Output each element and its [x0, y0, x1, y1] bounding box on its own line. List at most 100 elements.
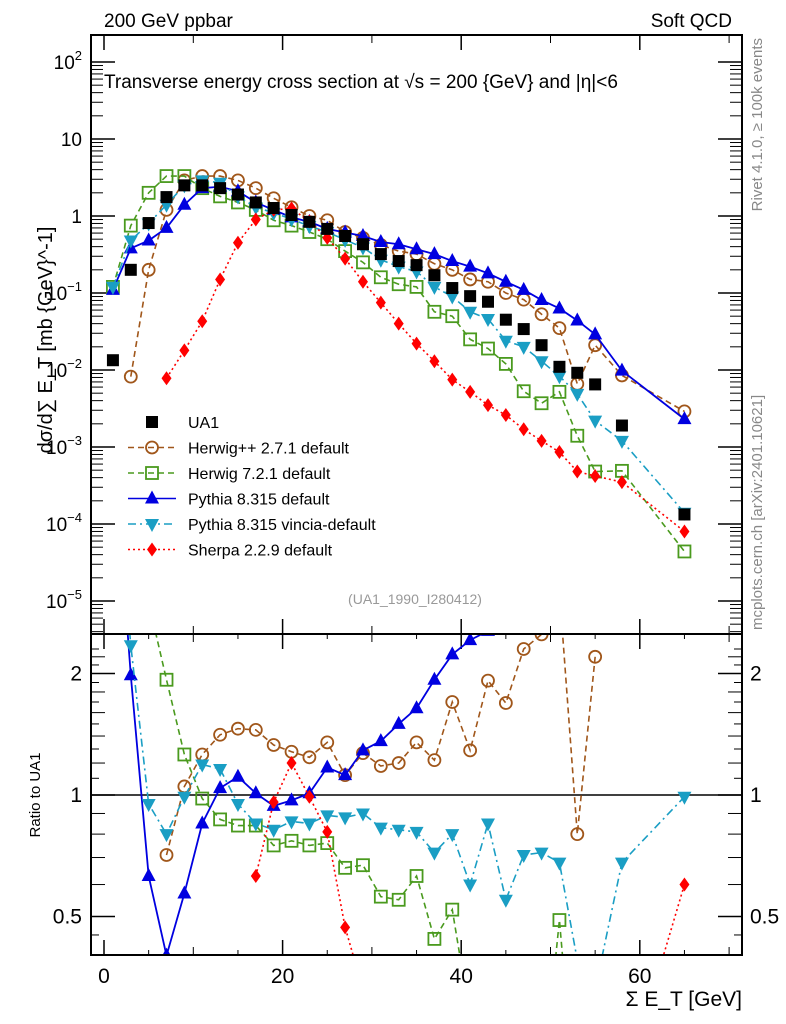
ratio-point-pythia-8-315-vincia-default [320, 810, 335, 824]
main-point-ua1 [428, 269, 441, 282]
ratio-point-sherpa-2-2-9-default [250, 868, 261, 883]
ratio-point-pythia-8-315-default [123, 667, 138, 681]
ratio-point-herwig-2-7-1-default [427, 753, 442, 768]
ratio-point-herwig-7-2-1-default [177, 747, 192, 762]
ratio-point-pythia-8-315-vincia-default [284, 816, 299, 830]
main-point-pythia-8-315-vincia-default [498, 335, 513, 349]
ratio-line-sherpa-2-2-9-default [255, 761, 686, 954]
main-point-herwig-7-2-1-default [552, 384, 567, 399]
ratio-point-herwig-2-7-1-default [534, 635, 549, 642]
ratio-point-pythia-8-315-default [230, 768, 245, 782]
main-point-herwig-2-7-1-default [463, 272, 478, 287]
ratio-point-herwig-7-2-1-default [445, 902, 460, 917]
main-point-pythia-8-315-vincia-default [534, 356, 549, 370]
ratio-y-tick-label-right: 1 [750, 784, 762, 807]
main-point-sherpa-2-2-9-default [590, 469, 601, 484]
main-point-ua1 [267, 202, 280, 215]
ratio-point-herwig-7-2-1-default [195, 791, 210, 806]
main-point-ua1 [339, 229, 352, 242]
ratio-point-sherpa-2-2-9-default [286, 756, 297, 771]
ratio-point-herwig-2-7-1-default [498, 696, 513, 710]
ratio-point-pythia-8-315-vincia-default [302, 818, 317, 832]
ratio-point-herwig-7-2-1-default [266, 838, 281, 853]
main-point-herwig-7-2-1-default [481, 341, 495, 356]
main-point-ua1 [464, 290, 477, 303]
main-point-pythia-8-315-default [141, 232, 156, 246]
main-point-herwig-7-2-1-default [409, 280, 424, 294]
ratio-point-pythia-8-315-vincia-default [141, 798, 156, 812]
ratio-point-pythia-8-315-vincia-default [338, 812, 353, 826]
main-point-sherpa-2-2-9-default [179, 343, 190, 358]
main-point-pythia-8-315-default [391, 236, 406, 250]
main-point-herwig-7-2-1-default [498, 357, 513, 371]
legend-label: Sherpa 2.2.9 default [188, 543, 333, 560]
main-point-ua1 [356, 238, 369, 251]
x-tick-label: 0 [98, 965, 110, 988]
main-point-herwig-7-2-1-default [391, 277, 406, 292]
ratio-point-herwig-7-2-1-default [356, 858, 370, 873]
main-point-ua1 [374, 248, 387, 261]
main-point-herwig-7-2-1-default [516, 384, 531, 399]
main-point-pythia-8-315-vincia-default [588, 415, 603, 429]
ratio-point-pythia-8-315-default [373, 733, 388, 747]
main-point-herwig-7-2-1-default [141, 185, 156, 200]
main-point-ua1 [124, 263, 137, 276]
ratio-point-sherpa-2-2-9-default [268, 795, 279, 810]
ratio-point-pythia-8-315-vincia-default [355, 808, 370, 822]
ratio-point-pythia-8-315-vincia-default [195, 759, 210, 773]
y-tick-label: 10−5 [46, 587, 82, 613]
x-tick-label: 60 [628, 965, 651, 988]
ratio-y-tick-label: 2 [70, 663, 82, 686]
ratio-point-pythia-8-315-vincia-default [230, 798, 245, 812]
main-point-pythia-8-315-vincia-default [427, 281, 442, 295]
main-point-sherpa-2-2-9-default [411, 336, 422, 351]
legend-item-sherpa-2-2-9-default: Sherpa 2.2.9 default [128, 542, 333, 560]
main-point-sherpa-2-2-9-default [518, 422, 529, 437]
main-point-pythia-8-315-vincia-default [570, 388, 585, 402]
main-point-sherpa-2-2-9-default [554, 445, 565, 460]
ratio-point-herwig-2-7-1-default [588, 649, 603, 664]
ratio-point-pythia-8-315-vincia-default [498, 894, 513, 908]
side-label-top: Rivet 4.1.0, ≥ 100k events [749, 38, 766, 211]
ratio-point-herwig-7-2-1-default [284, 833, 299, 848]
main-point-herwig-7-2-1-default [445, 309, 460, 324]
ratio-point-pythia-8-315-vincia-default [516, 850, 531, 864]
main-point-sherpa-2-2-9-default [340, 251, 351, 266]
ratio-point-pythia-8-315-default [320, 759, 335, 773]
ratio-point-sherpa-2-2-9-default [679, 877, 690, 892]
main-point-pythia-8-315-default [534, 292, 549, 306]
main-point-sherpa-2-2-9-default [232, 235, 243, 250]
ratio-point-pythia-8-315-default [463, 635, 478, 646]
legend-item-herwig-7-2-1-default: Herwig 7.2.1 default [128, 466, 331, 483]
main-point-pythia-8-315-vincia-default [445, 291, 460, 305]
main-point-herwig-2-7-1-default [570, 376, 585, 391]
ratio-y-tick-label-right: 2 [750, 663, 762, 686]
main-point-ua1 [446, 282, 459, 295]
ratio-point-pythia-8-315-vincia-default [427, 847, 442, 861]
ratio-point-pythia-8-315-default [355, 742, 370, 756]
main-point-ua1 [571, 366, 584, 379]
ratio-point-herwig-7-2-1-default [391, 892, 406, 907]
analysis-id-label: (UA1_1990_I280412) [348, 591, 482, 607]
main-point-pythia-8-315-default [427, 246, 442, 260]
ratio-point-herwig-2-7-1-default [570, 827, 585, 842]
main-point-pythia-8-315-vincia-default [480, 313, 495, 327]
ratio-point-herwig-2-7-1-default [481, 673, 495, 688]
legend-marker [145, 440, 159, 455]
ratio-point-pythia-8-315-vincia-default [570, 955, 584, 968]
main-point-ua1 [249, 196, 262, 209]
legend-marker [145, 466, 159, 480]
legend-marker [145, 490, 159, 504]
main-point-ua1 [517, 323, 530, 336]
main-point-sherpa-2-2-9-default [465, 384, 476, 399]
ratio-point-pythia-8-315-default [248, 785, 263, 799]
main-point-pythia-8-315-default [614, 362, 629, 376]
ratio-point-herwig-7-2-1-default [213, 812, 227, 827]
main-point-herwig-7-2-1-default [373, 270, 388, 285]
main-point-ua1 [160, 191, 173, 204]
main-point-sherpa-2-2-9-default [679, 524, 690, 539]
ratio-point-herwig-2-7-1-default [516, 642, 531, 656]
main-point-pythia-8-315-vincia-default [552, 371, 567, 385]
main-point-pythia-8-315-default [159, 219, 174, 233]
main-point-herwig-2-7-1-default [248, 181, 263, 196]
